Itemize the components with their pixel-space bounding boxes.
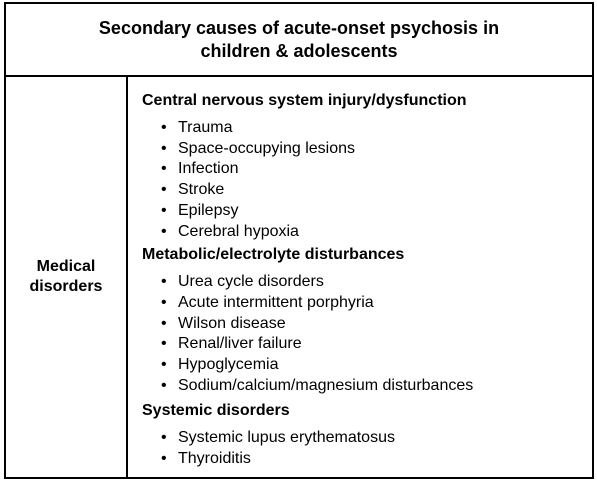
list-item: Infection — [128, 159, 590, 180]
section-heading: Central nervous system injury/dysfunctio… — [142, 92, 467, 109]
list-item: Wilson disease — [128, 314, 590, 335]
list-item: Urea cycle disorders — [128, 272, 590, 293]
list-item: Stroke — [128, 180, 590, 201]
list-item: Sodium/calcium/magnesium disturbances — [128, 376, 590, 397]
list-item: Thyroiditis — [128, 449, 590, 470]
table-title: Secondary causes of acute-onset psychosi… — [98, 18, 500, 61]
list-item: Epilepsy — [128, 201, 590, 222]
list-item: Hypoglycemia — [128, 355, 590, 376]
list-item: Trauma — [128, 118, 590, 139]
title-row: Secondary causes of acute-onset psychosi… — [6, 4, 592, 77]
table-frame: Secondary causes of acute-onset psychosi… — [4, 2, 594, 479]
list-item: Systemic lupus erythematosus — [128, 428, 590, 449]
section-heading: Systemic disorders — [142, 402, 290, 420]
section-heading: Metabolic/electrolyte disturbances — [142, 246, 405, 264]
list-item: Space-occupying lesions — [128, 139, 590, 160]
section-cns: Central nervous system injury/dysfunctio… — [128, 91, 590, 242]
section-metabolic: Metabolic/electrolyte disturbances Urea … — [128, 245, 590, 396]
list-item: Cerebral hypoxia — [128, 222, 590, 243]
row-label-cell: Medical disorders — [6, 77, 128, 477]
list-item: Acute intermittent porphyria — [128, 293, 590, 314]
section-systemic: Systemic disorders Systemic lupus erythe… — [128, 401, 590, 469]
item-list: Systemic lupus erythematosus Thyroiditis — [128, 428, 590, 469]
item-list: Urea cycle disorders Acute intermittent … — [128, 272, 590, 396]
row-label: Medical disorders — [29, 258, 103, 295]
list-item: Renal/liver failure — [128, 334, 590, 355]
content-cell: Central nervous system injury/dysfunctio… — [128, 77, 590, 477]
item-list: Trauma Space-occupying lesions Infection… — [128, 118, 590, 242]
